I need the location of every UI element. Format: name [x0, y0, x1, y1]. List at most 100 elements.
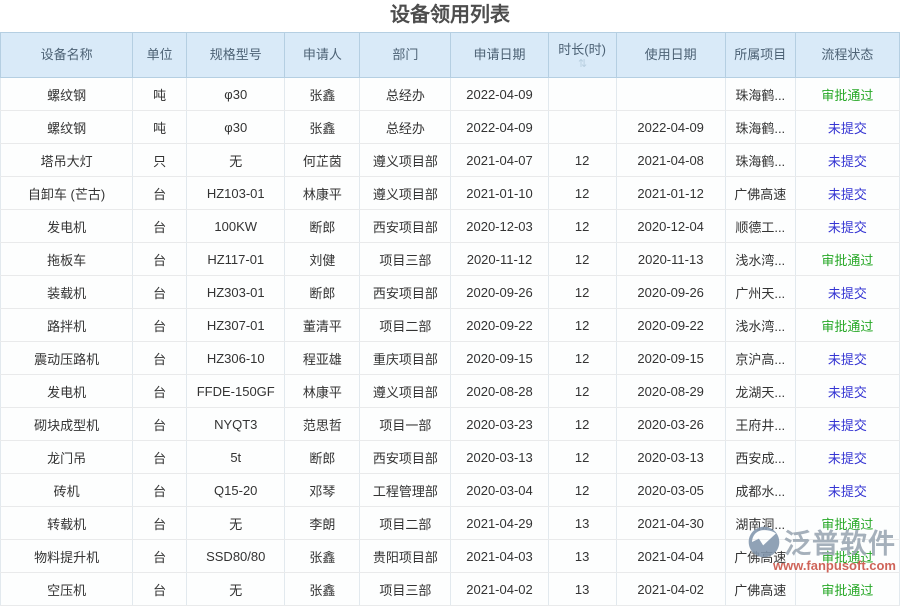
cell-unit: 台: [132, 473, 188, 507]
cell-name[interactable]: 砌块成型机: [0, 407, 134, 441]
cell-department: 遵义项目部: [359, 143, 452, 177]
column-header-use_date: 使用日期: [615, 32, 726, 78]
cell-duration: 12: [547, 308, 617, 342]
column-header-unit: 单位: [132, 32, 188, 78]
cell-applicant[interactable]: 林康平: [284, 176, 361, 210]
cell-status: 审批通过: [794, 506, 900, 540]
cell-name[interactable]: 自卸车 (芒古): [0, 176, 134, 210]
cell-applicant[interactable]: 张鑫: [284, 110, 361, 144]
cell-apply_date: 2020-03-04: [450, 473, 549, 507]
cell-unit: 台: [132, 242, 188, 276]
cell-model: φ30: [186, 77, 286, 111]
cell-applicant[interactable]: 林康平: [284, 374, 361, 408]
cell-name[interactable]: 物料提升机: [0, 539, 134, 573]
cell-apply_date: 2020-09-26: [450, 275, 549, 309]
cell-use_date: 2020-09-22: [615, 308, 726, 342]
table-row: 龙门吊台 5t 断郎 西安项目部 2020-03-13 12 2020-03-13 西安成..…: [0, 440, 900, 474]
cell-use_date: 2020-11-13: [615, 242, 726, 276]
cell-project: 广佛高速: [724, 572, 796, 606]
cell-model: 无: [186, 572, 286, 606]
cell-apply_date: 2020-09-22: [450, 308, 549, 342]
cell-model: Q15-20: [186, 473, 286, 507]
cell-department: 遵义项目部: [359, 176, 452, 210]
cell-unit: 台: [132, 275, 188, 309]
cell-name[interactable]: 发电机: [0, 209, 134, 243]
cell-use_date: 2022-04-09: [615, 110, 726, 144]
cell-apply_date: 2022-04-09: [450, 110, 549, 144]
cell-department: 西安项目部: [359, 440, 452, 474]
table-row: 砌块成型机台 NYQT3 范思哲 项目一部 2020-03-23 12 2020-03-26…: [0, 407, 900, 441]
cell-model: 无: [186, 506, 286, 540]
cell-model: HZ103-01: [186, 176, 286, 210]
cell-name[interactable]: 路拌机: [0, 308, 134, 342]
cell-unit: 台: [132, 374, 188, 408]
cell-applicant[interactable]: 张鑫: [284, 77, 361, 111]
cell-use_date: [615, 77, 726, 111]
cell-use_date: 2021-04-04: [615, 539, 726, 573]
table-row: 转载机台无李朗 项目二部 2021-04-29 13 2021-04-30 湖南洞... 审…: [0, 506, 900, 540]
cell-use_date: 2020-09-26: [615, 275, 726, 309]
table-header: 设备名称 单位 规格型号 申请人 部门 申请日期 时长(时) ⇅ 使用日期 所属项目 流程状态: [0, 32, 900, 78]
cell-apply_date: 2021-04-02: [450, 572, 549, 606]
cell-applicant[interactable]: 程亚雄: [284, 341, 361, 375]
cell-applicant[interactable]: 刘健: [284, 242, 361, 276]
cell-model: HZ117-01: [186, 242, 286, 276]
cell-project: 浅水湾...: [724, 308, 796, 342]
cell-applicant[interactable]: 断郎: [284, 275, 361, 309]
cell-applicant[interactable]: 邓琴: [284, 473, 361, 507]
cell-applicant[interactable]: 张鑫: [284, 572, 361, 606]
cell-name[interactable]: 拖板车: [0, 242, 134, 276]
cell-applicant[interactable]: 董清平: [284, 308, 361, 342]
cell-department: 项目二部: [359, 506, 452, 540]
cell-duration: 12: [547, 440, 617, 474]
cell-status: 未提交: [794, 473, 900, 507]
cell-name[interactable]: 转载机: [0, 506, 134, 540]
cell-duration: 12: [547, 407, 617, 441]
cell-applicant[interactable]: 李朗: [284, 506, 361, 540]
cell-name[interactable]: 装载机: [0, 275, 134, 309]
cell-unit: 只: [132, 143, 188, 177]
cell-model: SSD80/80: [186, 539, 286, 573]
table-row: 拖板车台 HZ117-01 刘健 项目三部 2020-11-12 12 2020-11-13…: [0, 242, 900, 276]
cell-name[interactable]: 塔吊大灯: [0, 143, 134, 177]
cell-duration: 13: [547, 506, 617, 540]
table-row: 震动压路机台 HZ306-10 程亚雄 重庆项目部 2020-09-15 12 2020-0…: [0, 341, 900, 375]
cell-unit: 台: [132, 308, 188, 342]
column-header-project: 所属项目: [724, 32, 796, 78]
cell-applicant[interactable]: 断郎: [284, 209, 361, 243]
cell-applicant[interactable]: 张鑫: [284, 539, 361, 573]
cell-name[interactable]: 螺纹钢: [0, 110, 134, 144]
cell-apply_date: 2020-03-23: [450, 407, 549, 441]
cell-duration: 12: [547, 242, 617, 276]
cell-status: 审批通过: [794, 308, 900, 342]
column-header-status: 流程状态: [794, 32, 900, 78]
column-header-apply_date: 申请日期: [450, 32, 549, 78]
cell-name[interactable]: 震动压路机: [0, 341, 134, 375]
cell-project: 珠海鹤...: [724, 110, 796, 144]
table-row: 自卸车 (芒古) 台 HZ103-01 林康平 遵义项目部 2021-01-10 12 202…: [0, 176, 900, 210]
cell-model: 无: [186, 143, 286, 177]
cell-applicant[interactable]: 何芷茵: [284, 143, 361, 177]
cell-use_date: 2020-03-13: [615, 440, 726, 474]
cell-use_date: 2021-01-12: [615, 176, 726, 210]
cell-unit: 台: [132, 176, 188, 210]
cell-department: 工程管理部: [359, 473, 452, 507]
cell-name[interactable]: 龙门吊: [0, 440, 134, 474]
cell-unit: 吨: [132, 77, 188, 111]
cell-name[interactable]: 发电机: [0, 374, 134, 408]
cell-applicant[interactable]: 范思哲: [284, 407, 361, 441]
cell-model: 100KW: [186, 209, 286, 243]
table-row: 空压机台无张鑫 项目三部 2021-04-02 13 2021-04-02 广佛高速 审批通…: [0, 572, 900, 606]
column-header-duration[interactable]: 时长(时) ⇅: [547, 32, 617, 78]
cell-department: 贵阳项目部: [359, 539, 452, 573]
cell-project: 广佛高速: [724, 539, 796, 573]
cell-use_date: 2020-08-29: [615, 374, 726, 408]
cell-name[interactable]: 螺纹钢: [0, 77, 134, 111]
cell-use_date: 2020-09-15: [615, 341, 726, 375]
cell-name[interactable]: 砖机: [0, 473, 134, 507]
cell-applicant[interactable]: 断郎: [284, 440, 361, 474]
sort-icon[interactable]: ⇅: [577, 57, 587, 70]
cell-duration: [547, 77, 617, 111]
cell-name[interactable]: 空压机: [0, 572, 134, 606]
cell-duration: [547, 110, 617, 144]
